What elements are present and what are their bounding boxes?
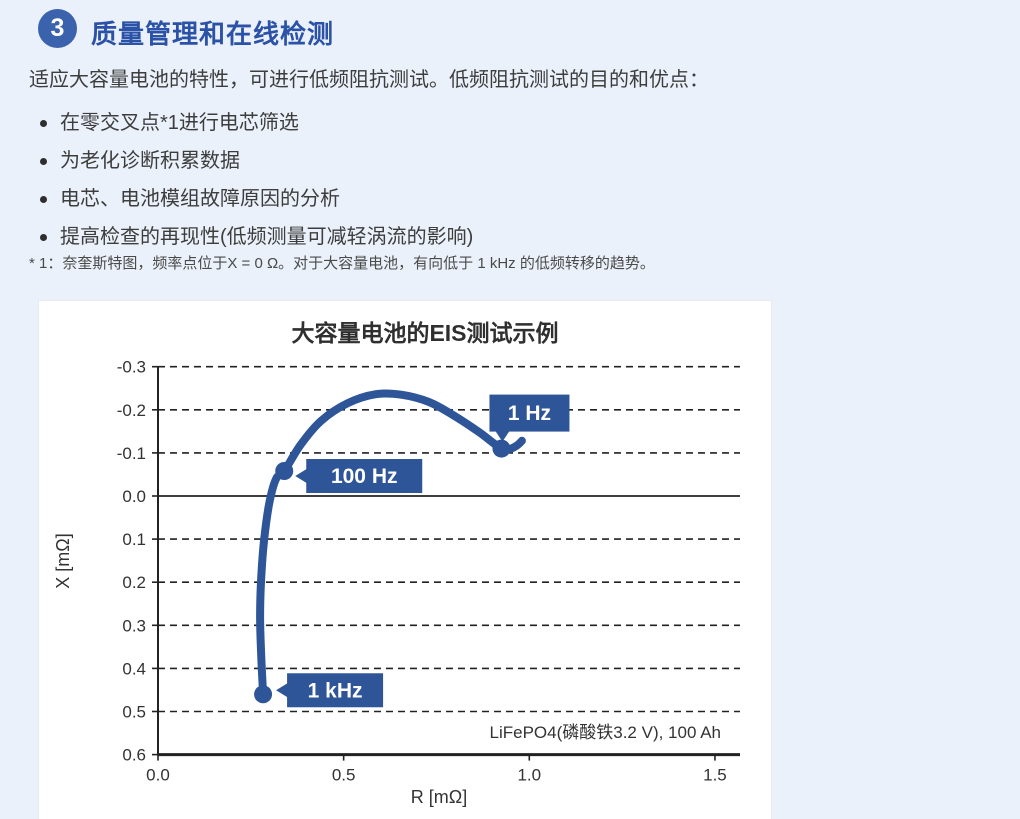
list-item: 提高检查的再现性(低频测量可减轻涡流的影响) (38, 218, 473, 256)
benefit-list: 在零交叉点*1进行电芯筛选 为老化诊断积累数据 电芯、电池模组故障原因的分析 提… (38, 104, 473, 256)
callout-pointer (276, 682, 290, 699)
y-tick-label: 0.2 (122, 573, 146, 592)
list-item: 为老化诊断积累数据 (38, 142, 473, 180)
eis-chart: 大容量电池的EIS测试示例 -0.3 -0.2 -0.1 0.0 0.1 0.2 0.3 0.4… (53, 320, 740, 807)
freq-callout-label: 1 Hz (508, 402, 551, 425)
y-tick-label: 0.6 (122, 746, 146, 765)
x-tick-label: 0.0 (146, 766, 170, 785)
data-point-marker (275, 462, 294, 481)
data-point-marker (492, 439, 511, 458)
y-tick-label: -0.3 (117, 358, 146, 377)
freq-callout (489, 394, 570, 432)
y-tick-label: -0.1 (117, 444, 146, 463)
x-tick-label: 1.5 (703, 766, 727, 785)
y-tick-label: 0.4 (122, 659, 146, 678)
freq-callout-label: 1 kHz (308, 679, 363, 702)
callout-pointer (295, 468, 309, 485)
intro-paragraph: 适应大容量电池的特性，可进行低频阻抗测试。低频阻抗测试的目的和优点： (29, 69, 709, 91)
freq-callout (306, 459, 423, 494)
list-item: 电芯、电池模组故障原因的分析 (38, 180, 473, 218)
y-tick-label: 0.5 (122, 703, 146, 722)
footnote: * 1：奈奎斯特图，频率点位于X = 0 Ω。对于大容量电池，有向低于 1 kH… (29, 255, 655, 272)
chart-panel: 大容量电池的EIS测试示例 -0.3 -0.2 -0.1 0.0 0.1 0.2 0.3 0.4… (38, 300, 772, 819)
data-point-marker (254, 685, 273, 704)
freq-callout-label: 100 Hz (331, 465, 398, 488)
x-tick-label: 0.5 (332, 766, 356, 785)
chart-title: 大容量电池的EIS测试示例 (291, 320, 558, 346)
eis-curve (256, 389, 526, 699)
chart-annotation: LiFePO4(磷酸铁3.2 V), 100 Ah (490, 723, 722, 742)
y-tick-label: -0.2 (117, 401, 146, 420)
y-tick-label: 0.1 (122, 530, 146, 549)
section-title: 质量管理和在线检测 (91, 19, 335, 49)
y-tick-label: 0.3 (122, 616, 146, 635)
callout-pointer (494, 429, 511, 442)
y-axis-label: X [mΩ] (53, 533, 73, 588)
x-axis-label: R [mΩ] (411, 787, 467, 807)
list-item: 在零交叉点*1进行电芯筛选 (38, 104, 473, 142)
freq-callout (287, 673, 384, 708)
x-tick-label: 1.0 (517, 766, 541, 785)
y-tick-label: 0.0 (122, 487, 146, 506)
section-number-badge: 3 (38, 9, 77, 48)
